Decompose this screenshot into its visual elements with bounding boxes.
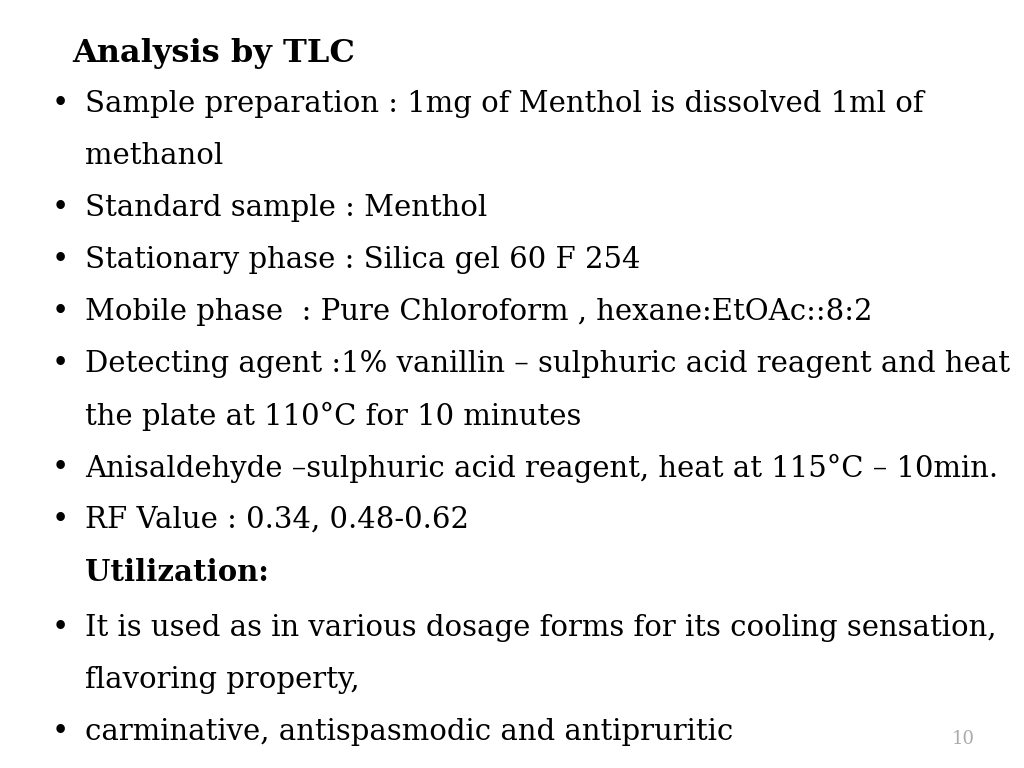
Text: the plate at 110°C for 10 minutes: the plate at 110°C for 10 minutes	[85, 402, 582, 431]
Text: •: •	[52, 298, 70, 326]
Text: •: •	[52, 614, 70, 642]
Text: Analysis by TLC: Analysis by TLC	[72, 38, 355, 69]
Text: methanol: methanol	[85, 142, 223, 170]
Text: •: •	[52, 194, 70, 222]
Text: •: •	[52, 350, 70, 378]
Text: 10: 10	[952, 730, 975, 748]
Text: •: •	[52, 90, 70, 118]
Text: Anisaldehyde –sulphuric acid reagent, heat at 115°C – 10min.: Anisaldehyde –sulphuric acid reagent, he…	[85, 454, 998, 483]
Text: RF Value : 0.34, 0.48-0.62: RF Value : 0.34, 0.48-0.62	[85, 506, 469, 534]
Text: carminative, antispasmodic and antipruritic: carminative, antispasmodic and antipruri…	[85, 718, 733, 746]
Text: •: •	[52, 454, 70, 482]
Text: Mobile phase  : Pure Chloroform , hexane:EtOAc::8:2: Mobile phase : Pure Chloroform , hexane:…	[85, 298, 872, 326]
Text: •: •	[52, 506, 70, 534]
Text: It is used as in various dosage forms for its cooling sensation,: It is used as in various dosage forms fo…	[85, 614, 996, 642]
Text: Stationary phase : Silica gel 60 F 254: Stationary phase : Silica gel 60 F 254	[85, 246, 640, 274]
Text: Sample preparation : 1mg of Menthol is dissolved 1ml of: Sample preparation : 1mg of Menthol is d…	[85, 90, 924, 118]
Text: •: •	[52, 246, 70, 274]
Text: Standard sample : Menthol: Standard sample : Menthol	[85, 194, 487, 222]
Text: Utilization:: Utilization:	[85, 558, 269, 587]
Text: •: •	[52, 718, 70, 746]
Text: flavoring property,: flavoring property,	[85, 666, 359, 694]
Text: Detecting agent :1% vanillin – sulphuric acid reagent and heat: Detecting agent :1% vanillin – sulphuric…	[85, 350, 1010, 378]
